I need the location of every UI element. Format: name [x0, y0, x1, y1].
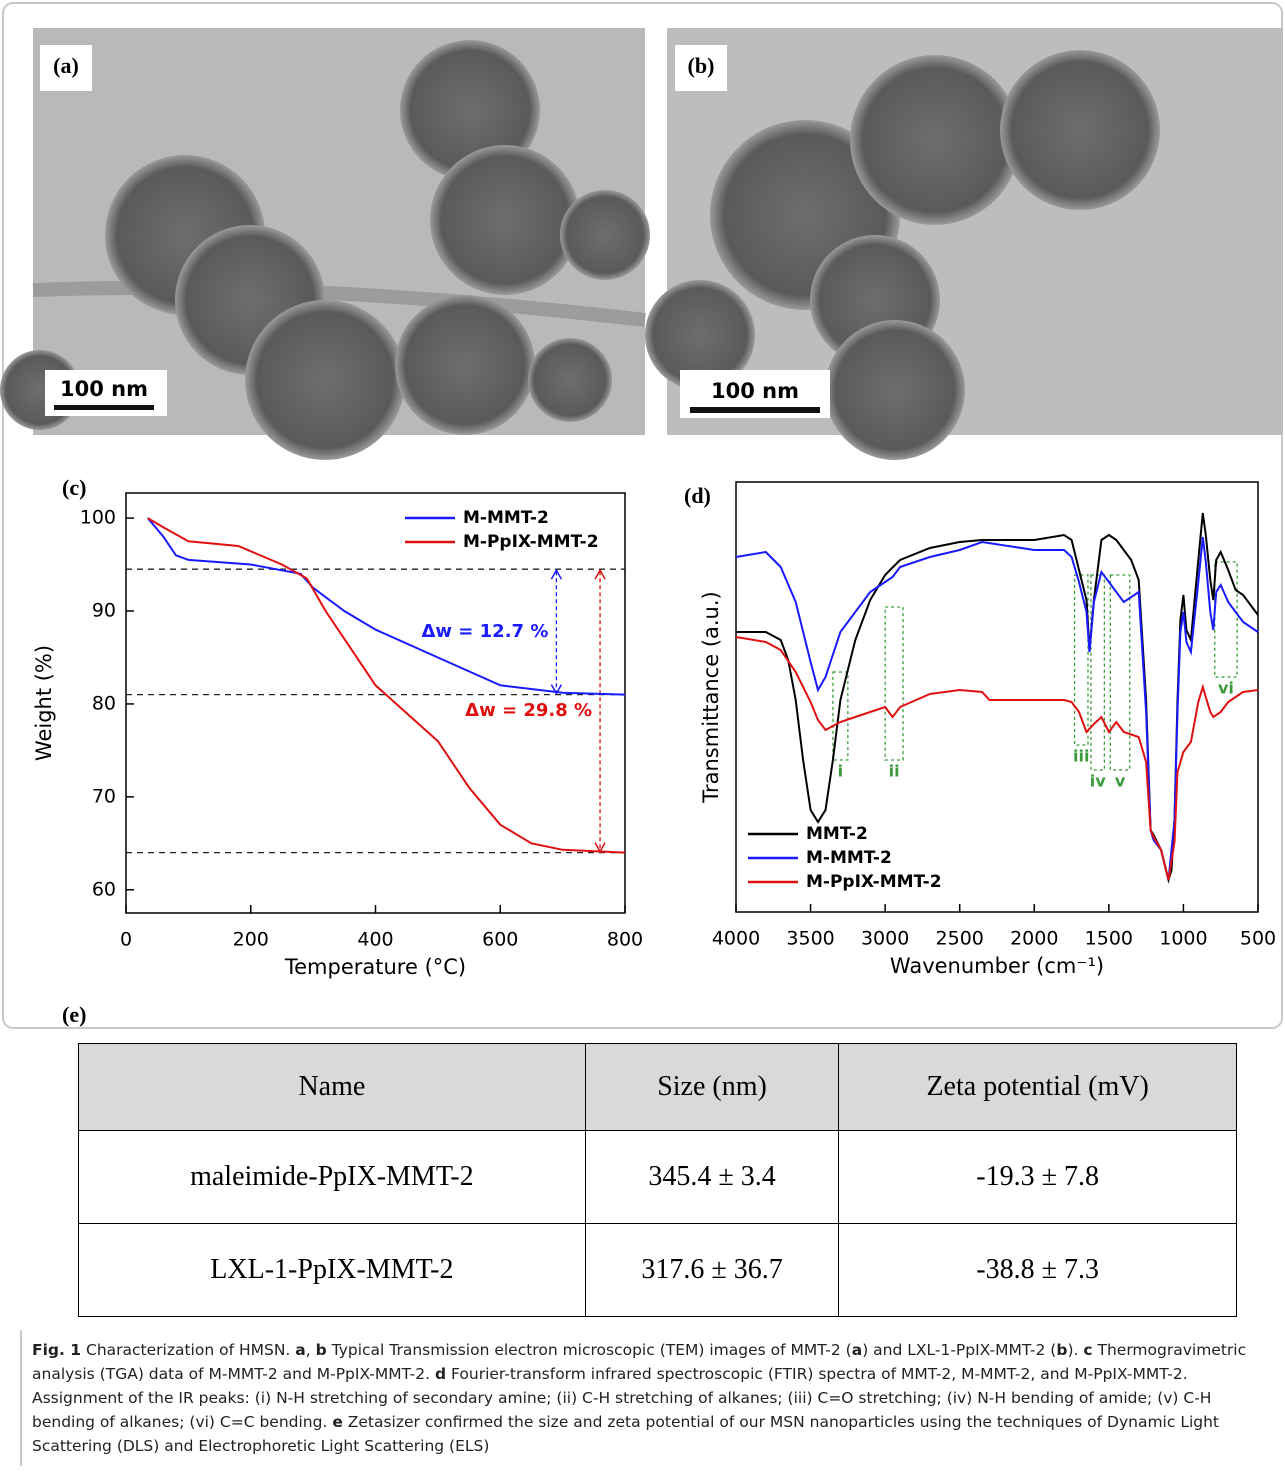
- peak-band: [1215, 562, 1237, 677]
- header-cell: Size (nm): [585, 1044, 839, 1131]
- annotation: Δw = 12.7 %: [421, 621, 548, 642]
- panel-label: (b): [688, 53, 715, 78]
- x-tick-label: 1000: [1159, 928, 1207, 950]
- legend-label: M-PpIX-MMT-2: [463, 532, 599, 552]
- y-tick-label: 60: [92, 878, 116, 900]
- x-tick-label: 3500: [786, 928, 834, 950]
- caption-panel-ref: a: [295, 1341, 305, 1359]
- caption-text: ,: [306, 1341, 316, 1359]
- caption-label: Fig. 1: [32, 1341, 81, 1359]
- caption-panel-ref: b: [316, 1341, 327, 1359]
- series-line: [148, 518, 625, 853]
- x-axis-label: Temperature (°C): [284, 955, 466, 979]
- caption-panel-ref: a: [852, 1341, 862, 1359]
- cell: maleimide-PpIX-MMT-2: [79, 1131, 586, 1224]
- peak-band: [885, 607, 903, 760]
- scale-bar-label: 100 nm: [60, 377, 148, 401]
- caption-panel-ref: b: [1056, 1341, 1067, 1359]
- cell: 317.6 ± 36.7: [585, 1224, 839, 1317]
- legend-label: M-PpIX-MMT-2: [806, 872, 942, 892]
- table-row: maleimide-PpIX-MMT-2 345.4 ± 3.4 -19.3 ±…: [79, 1131, 1237, 1224]
- table-row: LXL-1-PpIX-MMT-2 317.6 ± 36.7 -38.8 ± 7.…: [79, 1224, 1237, 1317]
- peak-label: v: [1115, 772, 1126, 791]
- x-tick-label: 1500: [1085, 928, 1133, 950]
- caption-panel-ref: d: [435, 1365, 446, 1383]
- cell: -19.3 ± 7.8: [839, 1131, 1237, 1224]
- caption-text: Characterization of HMSN.: [81, 1341, 295, 1359]
- x-tick-label: 4000: [712, 928, 760, 950]
- panel-label: (e): [62, 1002, 86, 1027]
- y-tick-label: 90: [92, 600, 116, 622]
- y-tick-label: 70: [92, 785, 116, 807]
- legend-label: M-MMT-2: [806, 848, 892, 868]
- cell: -38.8 ± 7.3: [839, 1224, 1237, 1317]
- x-tick-label: 0: [120, 929, 132, 951]
- page: (a) (b) 100 nm 100 nm (c) (d) (e) 0 200 40…: [0, 0, 1285, 1474]
- scale-bar-label: 100 nm: [711, 379, 799, 403]
- x-tick-label: 200: [233, 929, 269, 951]
- header-row: Name Size (nm) Zeta potential (mV): [79, 1044, 1237, 1131]
- legend-label: M-MMT-2: [463, 508, 549, 528]
- peak-label: ii: [889, 762, 900, 781]
- panel-label: (d): [684, 483, 711, 508]
- caption: Fig. 1 Characterization of HMSN. a, b Ty…: [20, 1330, 1272, 1466]
- panel-label: (c): [62, 475, 86, 500]
- x-axis-label: Wavenumber (cm⁻¹): [890, 954, 1104, 978]
- header-cell: Name: [79, 1044, 586, 1131]
- panel-label: (a): [53, 53, 79, 78]
- y-axis-label: Weight (%): [32, 645, 56, 761]
- x-tick-label: 400: [357, 929, 393, 951]
- peak-label: vi: [1218, 679, 1234, 698]
- caption-panel-ref: e: [332, 1413, 343, 1431]
- caption-text: ) and LXL-1-PpIX-MMT-2 (: [862, 1341, 1056, 1359]
- caption-panel-ref: c: [1083, 1341, 1092, 1359]
- x-tick-label: 500: [1240, 928, 1276, 950]
- x-tick-label: 800: [607, 929, 643, 951]
- x-tick-label: 600: [482, 929, 518, 951]
- x-tick-label: 2500: [936, 928, 984, 950]
- cell: 345.4 ± 3.4: [585, 1131, 839, 1224]
- y-axis-label: Transmittance (a.u.): [699, 591, 723, 804]
- cell: LXL-1-PpIX-MMT-2: [79, 1224, 586, 1317]
- caption-text: Typical Transmission electron microscopi…: [327, 1341, 852, 1359]
- y-tick-label: 80: [92, 692, 116, 714]
- annotation: Δw = 29.8 %: [465, 700, 592, 721]
- header-cell: Zeta potential (mV): [839, 1044, 1237, 1131]
- x-tick-label: 2000: [1010, 928, 1058, 950]
- peak-band: [1110, 575, 1129, 770]
- figure: (a) (b) 100 nm 100 nm (c) (d) (e) 0 200 40…: [0, 0, 1285, 1030]
- data-table: Name Size (nm) Zeta potential (mV) malei…: [78, 1043, 1237, 1317]
- caption-text: ).: [1067, 1341, 1083, 1359]
- peak-label: iii: [1073, 747, 1089, 766]
- peak-label: iv: [1090, 772, 1106, 791]
- legend-label: MMT-2: [806, 824, 868, 844]
- y-tick-label: 100: [80, 507, 116, 529]
- peak-label: i: [838, 762, 843, 781]
- x-tick-label: 3000: [861, 928, 909, 950]
